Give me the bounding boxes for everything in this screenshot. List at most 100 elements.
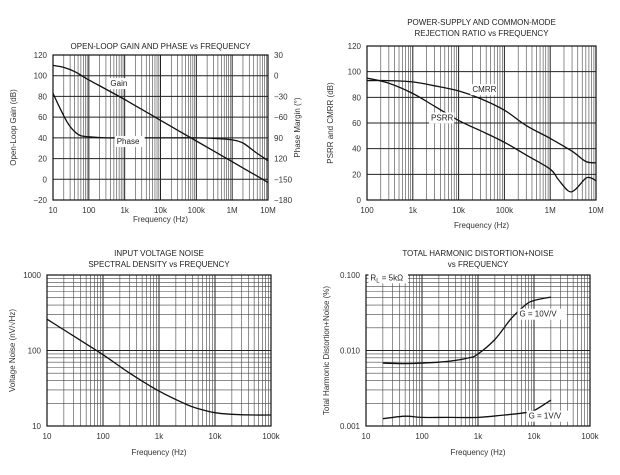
- chart-title: REJECTION RATIO vs FREQUENCY: [414, 29, 549, 38]
- chart-title: OPEN-LOOP GAIN AND PHASE vs FREQUENCY: [71, 42, 252, 51]
- y2-tick-label: −180: [274, 196, 293, 205]
- annotation-label: CMRR: [472, 85, 496, 94]
- annotation-bg: [526, 410, 571, 422]
- annotation-label: PSRR: [431, 113, 453, 122]
- x-tick-label: 100: [360, 206, 374, 215]
- x-tick-label: 1k: [155, 432, 164, 441]
- annotation-label: Gain: [110, 79, 127, 88]
- plot-frame: [52, 54, 269, 201]
- y2-tick-label: −60: [274, 113, 288, 122]
- y-axis-label: Open-Loop Gain (dB): [9, 89, 18, 166]
- chart-voltage-noise: INPUT VOLTAGE NOISE SPECTRAL DENSITY vs F…: [8, 249, 281, 457]
- y-axis-label: PSRR and CMRR (dB): [326, 82, 335, 164]
- grid: [365, 275, 590, 427]
- y-tick-label: 120: [348, 42, 362, 51]
- x-tick-label: 10k: [528, 432, 542, 441]
- annotation-bg: [517, 308, 567, 320]
- annotation-rest: = 5kΩ: [380, 273, 404, 282]
- chart-title: SPECTRAL DENSITY vs FREQUENCY: [88, 260, 230, 269]
- y-tick-label: 100: [34, 72, 48, 81]
- annotation-bg: [368, 272, 409, 284]
- y-tick-label: 60: [352, 119, 361, 128]
- x-axis-label: Frequency (Hz): [450, 448, 505, 457]
- y-tick-label: 100: [28, 347, 42, 356]
- series-line-g-10v-v: [382, 296, 552, 365]
- y-tick-label: 0.100: [340, 271, 361, 280]
- y2-tick-label: 30: [274, 51, 283, 60]
- x-axis-label: Frequency (Hz): [454, 221, 509, 230]
- x-tick-label: 10M: [588, 206, 604, 215]
- y-tick-label: 80: [352, 93, 361, 102]
- y-tick-label: 20: [38, 155, 47, 164]
- grid: [366, 45, 596, 201]
- y-tick-label: 40: [352, 145, 361, 154]
- x-tick-label: 10k: [452, 206, 466, 215]
- y-tick-label: 80: [38, 92, 47, 101]
- x-tick-label: 10: [43, 432, 52, 441]
- chart-title: vs FREQUENCY: [448, 260, 509, 269]
- x-tick-label: 100: [96, 432, 110, 441]
- annotation-bg: [429, 112, 455, 124]
- x-tick-label: 10: [362, 432, 371, 441]
- y2-tick-label: 0: [274, 72, 279, 81]
- grid: [52, 54, 268, 201]
- x-axis-label: Frequency (Hz): [131, 448, 186, 457]
- y-tick-label: 100: [348, 68, 362, 77]
- chart-title: TOTAL HARMONIC DISTORTION+NOISE: [402, 249, 553, 258]
- series-line-cmrr: [366, 79, 597, 164]
- x-tick-label: 100k: [188, 206, 206, 215]
- chart-title: INPUT VOLTAGE NOISE: [114, 249, 204, 258]
- x-tick-label: 1k: [409, 206, 418, 215]
- annotation-label: Phase: [117, 137, 140, 146]
- x-tick-label: 100: [82, 206, 96, 215]
- plot-frame: [366, 45, 597, 201]
- x-tick-label: 1M: [545, 206, 556, 215]
- annotation-label: G = 1V/V: [529, 412, 562, 421]
- y-tick-label: −20: [33, 196, 47, 205]
- y-tick-label: 120: [34, 51, 48, 60]
- chart-psrr-cmrr: POWER-SUPPLY AND COMMON-MODE REJECTION RA…: [326, 18, 604, 230]
- series-line-gain: [52, 64, 269, 183]
- series-line-g-1v-v: [382, 399, 552, 420]
- x-tick-label: 100k: [581, 432, 599, 441]
- y-tick-label: 60: [38, 113, 47, 122]
- annotation-label: G = 10V/V: [519, 310, 557, 319]
- plot-frame: [46, 274, 272, 427]
- y-tick-label: 0: [357, 196, 362, 205]
- x-tick-label: 100k: [262, 432, 280, 441]
- grid: [46, 275, 271, 427]
- x-tick-label: 100k: [496, 206, 514, 215]
- y-tick-label: 1000: [23, 271, 41, 280]
- y2-tick-label: −30: [274, 92, 288, 101]
- y-tick-label: 10: [32, 422, 41, 431]
- y-tick-label: 0.010: [340, 347, 361, 356]
- annotation-subscript: L: [376, 278, 380, 284]
- y2-tick-label: −150: [274, 175, 293, 184]
- series-line-noise: [46, 318, 272, 416]
- y-tick-label: 20: [352, 170, 361, 179]
- annotation-label: RL = 5kΩ: [370, 273, 403, 284]
- annotation-bg: [470, 84, 496, 96]
- y2-axis-label: Phase Margin (°): [293, 97, 302, 157]
- x-tick-label: 10k: [154, 206, 168, 215]
- y-tick-label: 40: [38, 134, 47, 143]
- x-tick-label: 1k: [120, 206, 129, 215]
- chart-gain-phase: OPEN-LOOP GAIN AND PHASE vs FREQUENCY 10 1…: [9, 42, 302, 224]
- y2-tick-label: 120: [274, 155, 288, 164]
- plot-frame: [365, 274, 591, 427]
- x-tick-label: 10M: [260, 206, 276, 215]
- annotation-bg: [114, 136, 145, 148]
- annotation-bg: [108, 78, 134, 90]
- y-axis-label: Voltage Noise (nV/√Hz): [8, 309, 17, 392]
- x-tick-label: 10k: [209, 432, 223, 441]
- x-axis-label: Frequency (Hz): [133, 215, 188, 224]
- x-tick-label: 1k: [474, 432, 483, 441]
- y-tick-label: 0: [43, 175, 48, 184]
- y-axis-label: Total Harmonic Distortion+Noise (%): [322, 286, 331, 415]
- x-tick-label: 100: [415, 432, 429, 441]
- x-tick-label: 10: [49, 206, 58, 215]
- series-line-psrr: [366, 77, 597, 193]
- chart-thd-noise: TOTAL HARMONIC DISTORTION+NOISE vs FREQUE…: [322, 249, 600, 457]
- y-tick-label: 0.001: [340, 422, 361, 431]
